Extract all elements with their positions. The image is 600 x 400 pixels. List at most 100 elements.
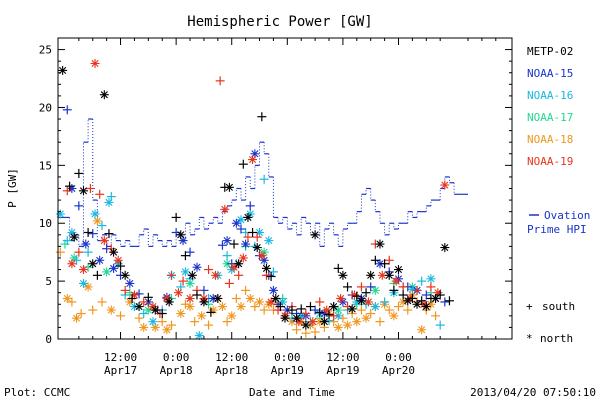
metp-02-south-point [192,290,202,300]
metp-02-north-point [412,299,422,309]
chart-title: Hemispheric Power [GW] [187,14,372,30]
noaa-18-north-point [333,322,343,332]
noaa-18-south-point [241,285,251,295]
footer-timestamp: 2013/04/20 07:50:10 [470,386,596,399]
noaa-15-north-point [268,285,278,295]
noaa-15-south-point [366,282,376,292]
noaa-19-south-point [62,186,72,196]
legend-north-label: north [540,332,573,345]
noaa-16-north-point [148,317,158,327]
noaa-19-south-point [252,232,262,242]
noaa-18-south-point [222,317,232,327]
noaa-16-north-point [264,236,274,246]
metp-02-north-point [319,317,329,327]
x-tick-date-label: Apr19 [271,364,304,377]
noaa-18-south-point [384,305,394,315]
y-tick-label: 5 [45,275,52,288]
noaa-15-north-point [375,259,385,269]
x-tick-time-label: 12:00 [326,351,359,364]
noaa-16-north-point [333,311,343,321]
noaa-19-south-point [301,309,311,319]
metp-02-north-point [384,270,394,280]
legend-item-noaa-17: NOAA-17 [527,111,573,124]
metp-02-south-point [74,168,84,178]
metp-02-north-point [134,302,144,312]
metp-02-north-point [271,293,281,303]
metp-02-north-point [347,304,357,314]
metp-02-north-point [176,230,186,240]
noaa-18-north-point [83,282,93,292]
noaa-19-north-point [257,251,267,261]
noaa-19-north-point [90,58,100,68]
metp-02-south-point [370,255,380,265]
metp-02-north-point [280,313,290,323]
noaa-19-north-point [173,288,183,298]
noaa-19-north-point [113,255,123,265]
noaa-18-south-point [375,317,385,327]
noaa-16-south-point [97,221,107,231]
noaa-16-south-point [222,251,232,261]
metp-02-north-point [213,293,223,303]
noaa-18-north-point [352,317,362,327]
noaa-19-north-point [363,297,373,307]
noaa-19-south-point [315,297,325,307]
noaa-19-south-point [329,311,339,321]
noaa-17-north-point [185,278,195,288]
noaa-18-south-point [157,317,167,327]
noaa-15-north-point [192,262,202,272]
metp-02-south-point [65,181,75,191]
noaa-15-south-point [74,201,84,211]
noaa-19-south-point [139,297,149,307]
metp-02-south-point [444,296,454,306]
noaa-17-north-point [370,285,380,295]
noaa-18-north-point [227,311,237,321]
noaa-15-north-point [67,184,77,193]
metp-02-north-point [120,270,130,280]
metp-02-south-point [266,271,276,281]
metp-02-north-point [234,259,244,269]
noaa-18-south-point [88,305,98,315]
x-axis-label: Date and Time [249,386,335,399]
metp-02-south-point [83,227,93,237]
noaa-18-north-point [92,216,102,226]
noaa-16-north-point [180,267,190,277]
noaa-19-north-point [67,259,77,269]
metp-02-north-point [394,265,403,275]
metp-02-south-point [238,159,248,169]
noaa-18-north-point [162,325,172,335]
ovation-hpi-line-layer [58,118,468,247]
noaa-18-north-point [255,297,265,307]
metp-02-north-point [99,90,109,100]
noaa-16-north-point [90,209,100,219]
noaa-16-north-point [370,302,380,312]
legend-south-symbol: + [526,300,533,313]
noaa-19-south-point [204,265,214,275]
metp-02-north-point [301,320,311,330]
noaa-15-south-point [88,229,98,239]
noaa-15-south-point [310,305,320,315]
metp-02-south-point [380,259,390,269]
metp-02-south-point [116,261,126,271]
metp-02-north-point [164,297,174,307]
legend-south-label: south [542,300,575,313]
y-tick-label: 0 [45,333,52,346]
noaa-19-north-point [185,293,195,303]
noaa-16-south-point [83,247,93,257]
legend-item-noaa-18: NOAA-18 [527,133,573,146]
metp-02-south-point [206,307,216,317]
noaa-15-north-point [95,255,105,265]
data-points-layer [55,58,454,341]
noaa-18-south-point [431,311,441,321]
metp-02-north-point [403,296,413,306]
noaa-19-south-point [224,278,234,288]
noaa-18-north-point [139,322,149,332]
noaa-19-north-point [440,180,450,190]
metp-02-south-point [435,290,445,300]
noaa-16-north-point [426,274,436,284]
noaa-16-north-point [55,209,65,219]
noaa-16-north-point [194,331,204,341]
metp-02-north-point [431,293,441,303]
metp-02-south-point [352,291,362,301]
x-tick-date-label: Apr19 [326,364,359,377]
noaa-19-north-point [99,236,109,246]
